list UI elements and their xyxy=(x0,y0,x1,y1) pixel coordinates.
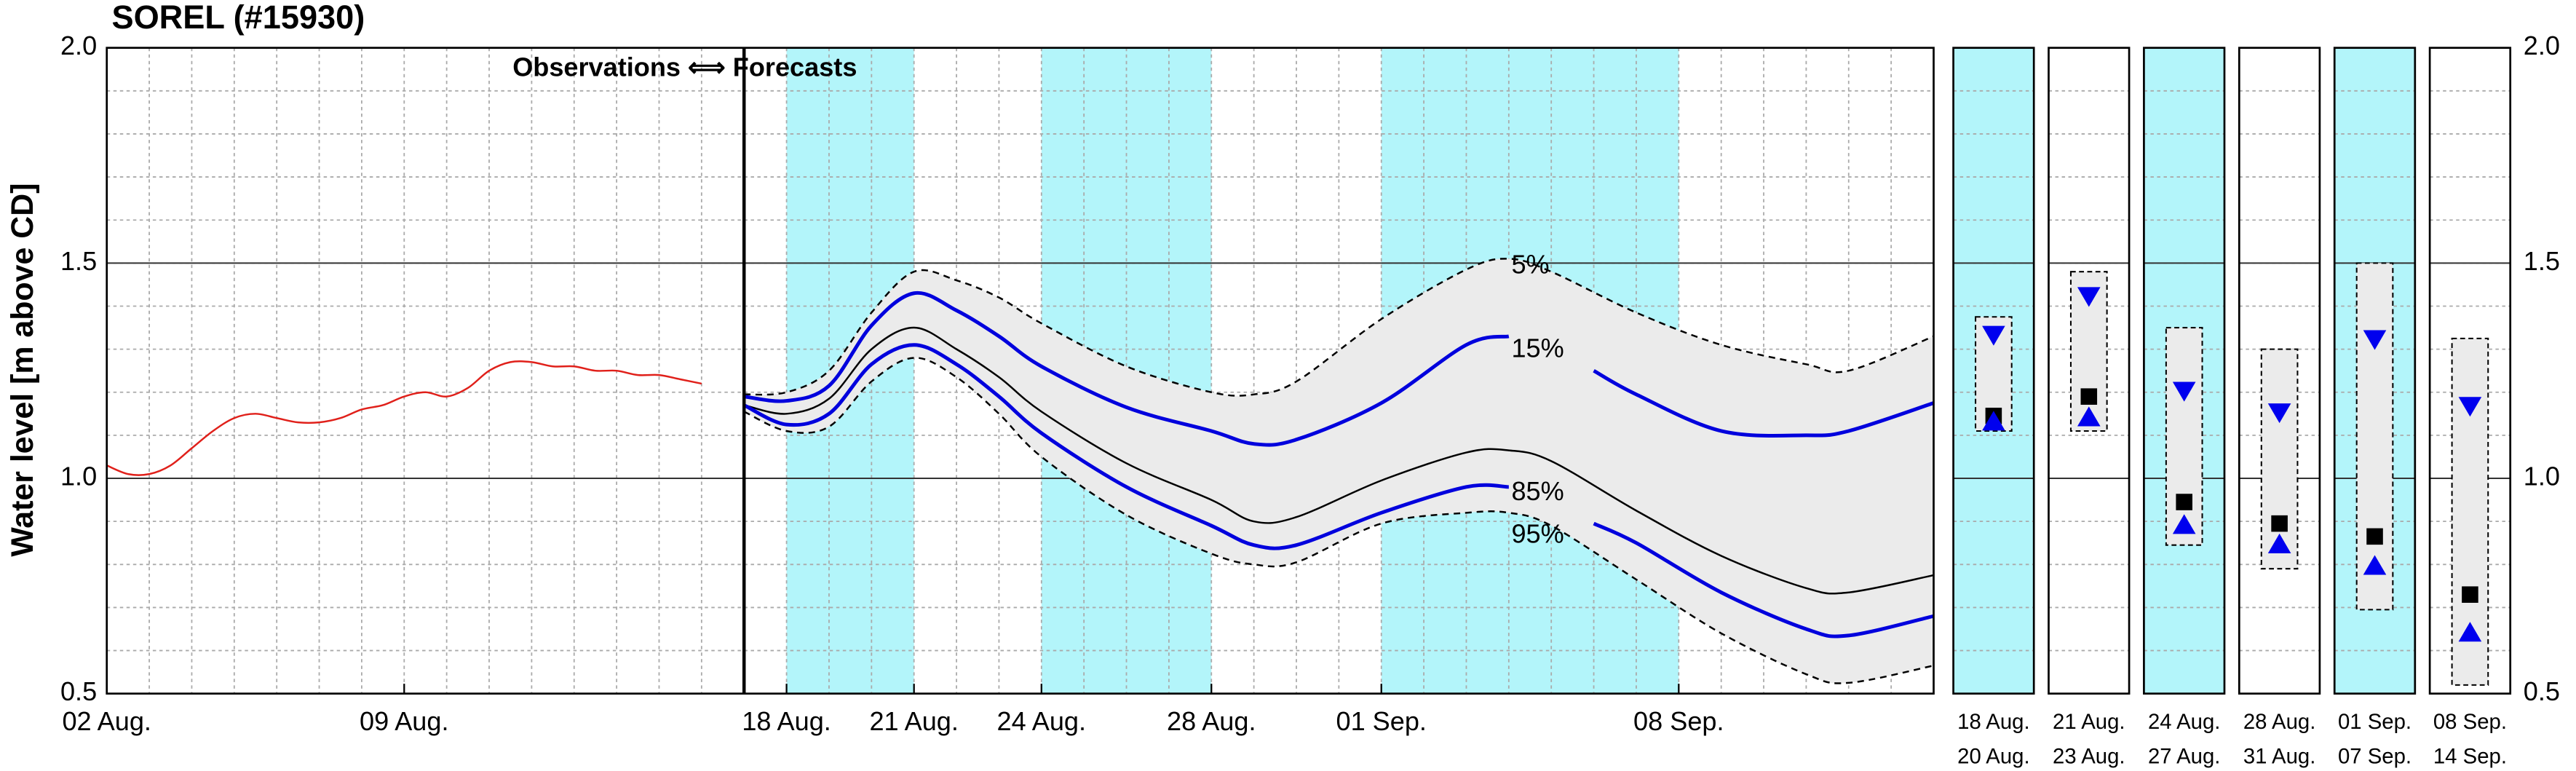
range-box xyxy=(2165,327,2203,546)
y-tick-label: 0.5 xyxy=(2524,676,2560,706)
median-marker xyxy=(2271,515,2288,532)
panel-frame xyxy=(2048,47,2131,695)
panel-label: 31 Aug. xyxy=(2243,744,2315,768)
y-tick-label: 2.0 xyxy=(60,31,97,60)
panel-label: 28 Aug. xyxy=(2243,710,2315,734)
range-box xyxy=(2355,262,2394,611)
panel-label: 20 Aug. xyxy=(1957,744,2029,768)
panel-label: 08 Sep. xyxy=(2433,710,2507,734)
panel-label: 23 Aug. xyxy=(2053,744,2125,768)
median-marker xyxy=(2462,586,2478,603)
y-axis-label: Water level [m above CD] xyxy=(5,183,40,557)
panel-label: 14 Sep. xyxy=(2433,744,2507,768)
x-tick-label: 24 Aug. xyxy=(997,706,1087,736)
y-tick-label: 1.0 xyxy=(60,462,97,491)
x-tick-label: 08 Sep. xyxy=(1633,706,1724,736)
y-tick-label: 1.5 xyxy=(2524,246,2560,276)
x-tick-label: 18 Aug. xyxy=(742,706,831,736)
y-tick-label: 1.5 xyxy=(60,246,97,276)
x-tick-label: 28 Aug. xyxy=(1167,706,1256,736)
series-line xyxy=(743,343,1935,638)
upper-marker xyxy=(2458,397,2482,417)
panel-frame xyxy=(1952,47,2035,695)
range-box xyxy=(2260,348,2299,570)
upper-marker xyxy=(1982,325,2005,346)
line-label: 95% xyxy=(1511,519,1564,549)
line-label: 5% xyxy=(1511,249,1549,279)
series-line xyxy=(744,258,1934,397)
median-marker xyxy=(2176,494,2192,510)
panel-frame xyxy=(2238,47,2321,695)
upper-marker xyxy=(2172,381,2196,402)
panel-label: 01 Sep. xyxy=(2338,710,2411,734)
chart-title: SOREL (#15930) xyxy=(111,0,365,36)
x-tick-label: 02 Aug. xyxy=(62,706,151,736)
lower-marker xyxy=(2172,514,2196,534)
panel-label: 18 Aug. xyxy=(1957,710,2029,734)
y-tick-label: 0.5 xyxy=(60,676,97,706)
y-tick-label: 2.0 xyxy=(2524,31,2560,60)
lower-marker xyxy=(2267,533,2291,553)
series-line xyxy=(106,360,702,476)
lower-marker xyxy=(2363,555,2387,575)
median-marker xyxy=(2366,528,2383,545)
x-tick-label: 09 Aug. xyxy=(360,706,449,736)
lower-marker xyxy=(1982,411,2005,431)
x-tick-label: 01 Sep. xyxy=(1336,706,1426,736)
median-marker xyxy=(2080,388,2098,405)
line-label: 15% xyxy=(1511,333,1564,363)
line-label: 85% xyxy=(1511,476,1564,506)
lower-marker xyxy=(2458,622,2482,642)
lower-marker xyxy=(2077,406,2101,427)
panel-label: 21 Aug. xyxy=(2053,710,2125,734)
x-tick-label: 21 Aug. xyxy=(869,706,959,736)
annotation: Observations ⟺ Forecasts xyxy=(512,52,857,82)
panel-frame xyxy=(2333,47,2417,695)
panel-label: 07 Sep. xyxy=(2338,744,2411,768)
plot-frame xyxy=(106,47,1935,695)
upper-marker xyxy=(2267,403,2291,424)
series-line xyxy=(743,357,1934,684)
series-line xyxy=(743,326,1934,595)
y-tick-label: 1.0 xyxy=(2524,462,2560,491)
upper-marker xyxy=(2077,287,2101,307)
panel-label: 24 Aug. xyxy=(2148,710,2220,734)
panel-frame xyxy=(2428,47,2512,695)
series-line xyxy=(743,290,1935,447)
panel-label: 27 Aug. xyxy=(2148,744,2220,768)
upper-marker xyxy=(2363,330,2387,350)
panel-frame xyxy=(2143,47,2226,695)
